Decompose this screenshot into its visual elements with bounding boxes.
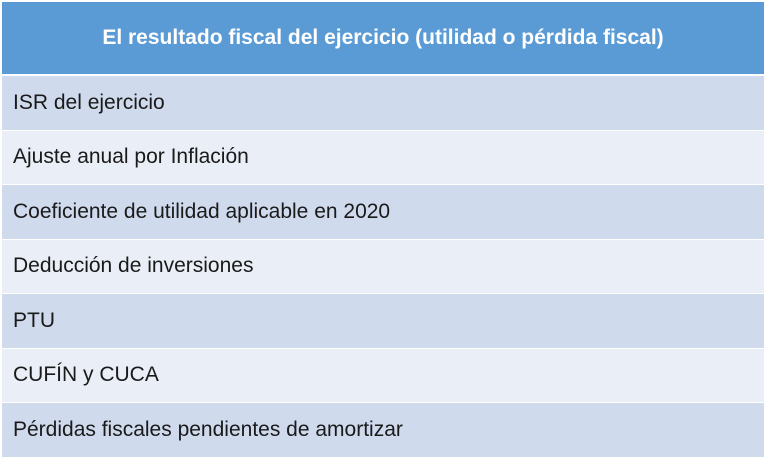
table-row: ISR del ejercicio <box>2 76 764 131</box>
table-row: Pérdidas fiscales pendientes de amortiza… <box>2 403 764 458</box>
fiscal-result-table: El resultado fiscal del ejercicio (utili… <box>2 2 764 458</box>
table-row: PTU <box>2 294 764 349</box>
table-row: CUFÍN y CUCA <box>2 348 764 403</box>
table-row: Deducción de inversiones <box>2 239 764 294</box>
table-row: Coeficiente de utilidad aplicable en 202… <box>2 185 764 240</box>
table-header: El resultado fiscal del ejercicio (utili… <box>2 2 764 76</box>
table-row: Ajuste anual por Inflación <box>2 130 764 185</box>
